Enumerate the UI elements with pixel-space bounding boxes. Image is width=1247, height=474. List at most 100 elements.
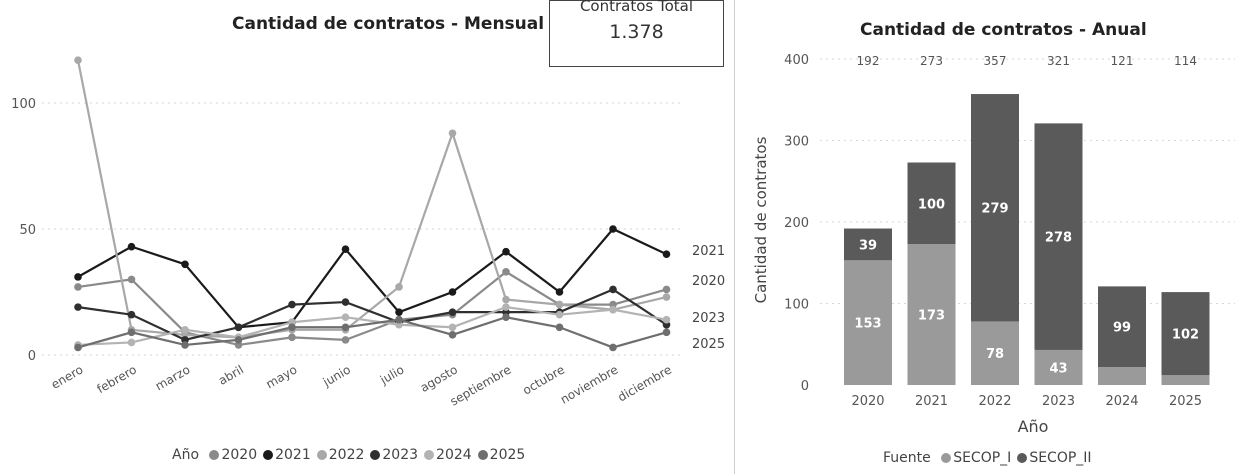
legend-label: 2021 — [275, 447, 311, 463]
series-line-2021 — [77, 227, 667, 329]
bar-SECOP_I-2025 — [1161, 375, 1210, 385]
point-2021-enero — [74, 273, 82, 281]
x-tick-label: septiembre — [448, 362, 514, 408]
x-tick-label: diciembre — [615, 362, 674, 404]
legend-dot-icon — [370, 450, 381, 460]
legend-item-2024[interactable]: 2024 — [424, 447, 472, 463]
annual-chart-panel: 0 100 200 300 400 153 39 173 100 78 279 43 278 99 102… — [735, 0, 1247, 474]
legend-dot-icon — [1017, 453, 1028, 463]
y-axis-label: Cantidad de contratos — [752, 136, 770, 303]
point-2024-noviembre — [609, 305, 617, 314]
legend-label: 2022 — [328, 447, 365, 463]
point-2025-julio — [395, 315, 403, 324]
point-2022-julio — [395, 283, 403, 291]
bar-total-label: 121 — [1111, 54, 1134, 68]
point-2025-enero — [74, 343, 82, 352]
point-2023-enero — [74, 303, 82, 311]
legend-dot-icon — [477, 450, 488, 460]
bar-data-label: 39 — [859, 238, 877, 253]
y-tick-label: 400 — [784, 53, 809, 68]
total-contracts-value: 1.378 — [609, 21, 664, 43]
monthly-chart-panel: 0 50 100 enero febrero marzo abril mayo junio ju… — [11, 0, 725, 463]
point-2023-mayo — [288, 300, 296, 309]
bar-data-label: 278 — [1045, 231, 1072, 246]
y-tick-label: 0 — [801, 379, 809, 394]
y-tick-label: 100 — [784, 298, 809, 313]
legend-label: SECOP_II — [1029, 450, 1092, 466]
bar-data-label: 279 — [981, 202, 1008, 217]
x-tick-label: enero — [49, 362, 86, 391]
bar-SECOP_I-2022 — [971, 321, 1019, 385]
legend-label: 2020 — [221, 447, 258, 463]
y-tick-label: 0 — [28, 349, 36, 364]
point-2023-febrero — [127, 310, 136, 319]
end-label: 2020 — [692, 274, 725, 289]
bar-data-label: 99 — [1113, 321, 1131, 336]
point-2025-septiembre — [502, 313, 510, 322]
bar-total-label: 273 — [920, 54, 943, 68]
bar-SECOP_I-2021 — [907, 244, 956, 385]
legend-item-2022[interactable]: 2022 — [316, 447, 365, 463]
point-2025-febrero — [127, 328, 136, 337]
legend-dot-icon — [424, 450, 435, 460]
annual-legend: Fuente SECOP_I SECOP_II — [883, 450, 1092, 466]
annual-bar-chart: 0 100 200 300 400 153 39 173 100 78 279 43 278 99 102… — [752, 53, 1235, 436]
bar-total-label: 114 — [1174, 54, 1197, 68]
monthly-chart-title: Cantidad de contratos - Mensual — [232, 14, 545, 34]
point-2025-octubre — [555, 323, 564, 332]
legend-item-2025[interactable]: 2025 — [477, 447, 526, 463]
legend-item-2020[interactable]: 2020 — [209, 447, 257, 463]
point-2023-noviembre — [609, 285, 617, 294]
legend-label: SECOP_I — [953, 450, 1012, 466]
point-2021-octubre — [555, 288, 564, 296]
legend-dot-icon — [316, 450, 327, 460]
point-2022-septiembre — [502, 295, 510, 304]
point-2025-marzo — [181, 341, 189, 349]
x-tick-label: 2023 — [1042, 394, 1075, 409]
point-2021-diciembre — [662, 250, 671, 258]
point-2025-noviembre — [609, 343, 617, 352]
point-2024-marzo — [181, 326, 189, 334]
bar-SECOP_II-2021 — [907, 162, 956, 245]
series-line-2023 — [77, 288, 668, 342]
legend-item-2021[interactable]: 2021 — [263, 447, 311, 463]
bar-data-label: 173 — [918, 309, 945, 324]
point-2021-marzo — [181, 260, 189, 269]
legend-label: 2025 — [489, 447, 526, 463]
x-tick-label: febrero — [95, 362, 139, 396]
point-2024-agosto — [448, 323, 457, 332]
x-tick-label: marzo — [153, 362, 193, 393]
legend-item-2023[interactable]: 2023 — [370, 447, 418, 463]
point-2025-abril — [234, 336, 243, 344]
point-2020-septiembre — [502, 268, 510, 276]
end-label: 2025 — [692, 337, 725, 352]
point-2023-abril — [234, 323, 243, 332]
point-2022-agosto — [448, 129, 457, 138]
bar-total-label: 321 — [1047, 54, 1070, 68]
bar-total-label: 357 — [984, 54, 1007, 68]
end-label: 2023 — [692, 311, 725, 326]
point-2022-octubre — [555, 300, 564, 309]
x-tick-label: 2020 — [851, 394, 884, 409]
legend-item-SECOP_I[interactable]: SECOP_I — [941, 450, 1011, 466]
point-2021-septiembre — [502, 247, 510, 256]
bar-data-label: 153 — [854, 317, 881, 332]
bar-SECOP_II-2023 — [1034, 123, 1083, 350]
legend-item-SECOP_II[interactable]: SECOP_II — [1017, 450, 1092, 466]
monthly-line-chart: 0 50 100 enero febrero marzo abril mayo junio ju… — [11, 56, 725, 409]
y-tick-label: 50 — [19, 223, 36, 238]
bar-SECOP_II-2025 — [1161, 292, 1210, 376]
x-tick-label: noviembre — [558, 362, 621, 406]
x-tick-label: 2021 — [915, 394, 948, 409]
point-2025-mayo — [288, 323, 296, 332]
monthly-legend: Año 2020 2021 2022 2023 2024 2025 — [172, 447, 525, 463]
point-2020-junio — [341, 336, 350, 344]
point-2024-junio — [341, 313, 350, 322]
bar-data-label: 43 — [1049, 361, 1067, 376]
x-tick-label: julio — [377, 362, 406, 387]
point-2022-diciembre — [662, 293, 671, 301]
bar-data-label: 100 — [918, 197, 945, 212]
point-2024-diciembre — [662, 315, 671, 324]
bar-SECOP_II-2022 — [971, 94, 1019, 322]
series-line-2025 — [77, 316, 667, 349]
